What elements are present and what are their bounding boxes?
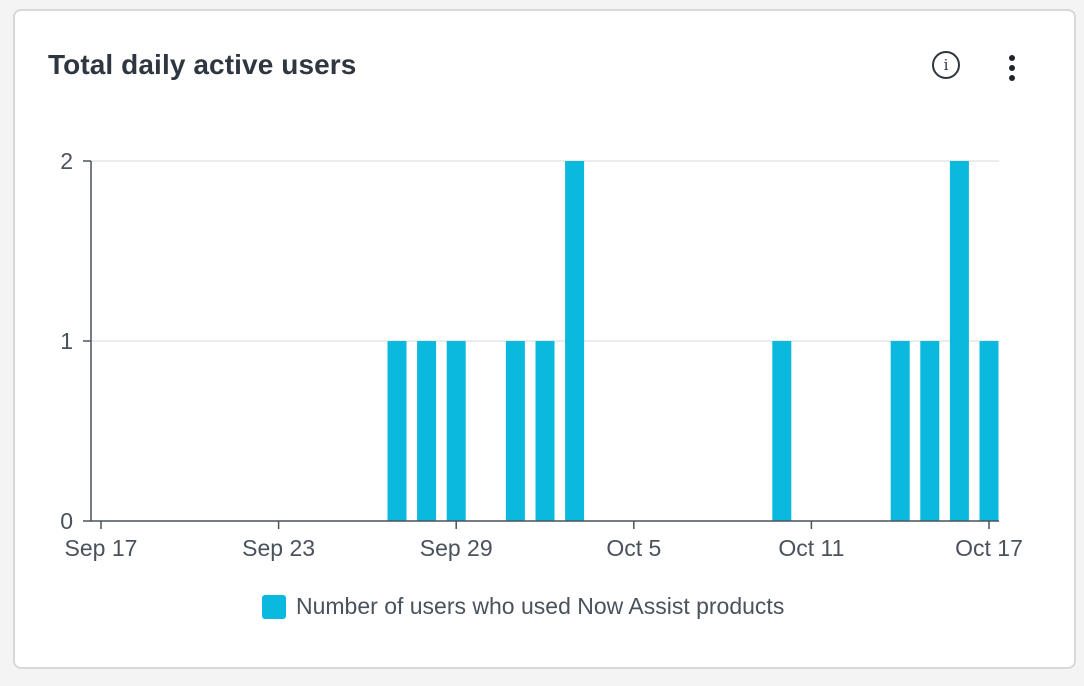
bar[interactable] — [505, 341, 525, 521]
info-glyph: i — [943, 55, 949, 74]
x-tick-label: Sep 23 — [242, 535, 315, 561]
x-tick-label: Oct 17 — [955, 535, 1023, 561]
bar[interactable] — [890, 341, 910, 521]
x-tick-label: Oct 11 — [778, 535, 844, 561]
card-title: Total daily active users — [48, 49, 357, 80]
bar[interactable] — [417, 341, 437, 521]
bar[interactable] — [949, 161, 969, 521]
y-tick-label: 1 — [60, 328, 73, 354]
bar[interactable] — [772, 341, 792, 521]
bar[interactable] — [387, 341, 407, 521]
legend-swatch[interactable] — [262, 594, 286, 619]
x-tick-label: Sep 29 — [420, 535, 493, 561]
bar[interactable] — [979, 341, 999, 521]
info-circle-icon[interactable]: i — [932, 51, 960, 79]
bar[interactable] — [535, 341, 555, 521]
more-vertical-icon[interactable] — [1000, 53, 1024, 83]
x-tick-label: Oct 5 — [606, 535, 661, 561]
legend-label[interactable]: Number of users who used Now Assist prod… — [296, 593, 785, 619]
daily-active-users-card: Total daily active users i — [13, 9, 1076, 669]
x-tick-label: Sep 17 — [65, 535, 138, 561]
bar[interactable] — [565, 161, 585, 521]
chart-legend: Number of users who used Now Assist prod… — [262, 593, 784, 620]
bar[interactable] — [446, 341, 466, 521]
y-tick-label: 2 — [60, 148, 73, 174]
y-tick-label: 0 — [60, 508, 73, 534]
bar[interactable] — [920, 341, 940, 521]
